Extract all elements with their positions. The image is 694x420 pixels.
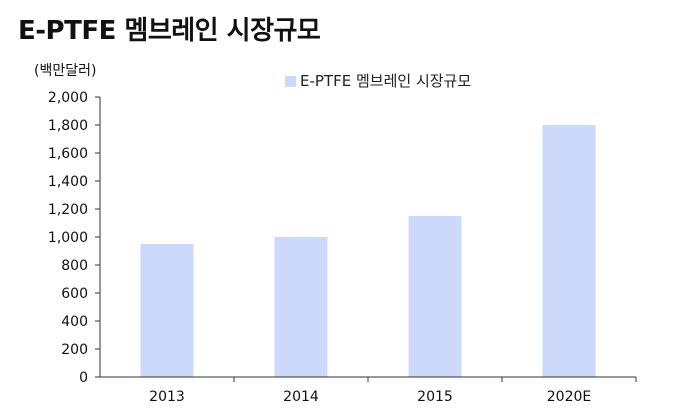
y-tick-label: 400 <box>61 314 88 330</box>
x-tick-label: 2013 <box>149 389 185 405</box>
legend-label: E-PTFE 멤브레인 시장규모 <box>300 72 471 90</box>
x-tick-label: 2015 <box>417 389 453 405</box>
y-tick-label: 2,000 <box>48 90 88 106</box>
y-tick-label: 800 <box>61 258 88 274</box>
bar-2020E <box>542 125 596 377</box>
legend-swatch <box>285 76 296 87</box>
x-tick-label: 2020E <box>547 389 591 405</box>
bar-2014 <box>274 237 328 377</box>
bar-2015 <box>408 216 462 377</box>
legend: E-PTFE 멤브레인 시장규모 <box>285 72 471 90</box>
x-tick-label: 2014 <box>283 389 319 405</box>
bar-2013 <box>140 244 194 377</box>
y-tick-label: 200 <box>61 342 88 358</box>
chart-title: E-PTFE 멤브레인 시장규모 <box>18 16 321 46</box>
y-tick-label: 0 <box>79 370 88 386</box>
y-tick-label: 1,000 <box>48 230 88 246</box>
y-tick-label: 1,600 <box>48 146 88 162</box>
y-axis-unit-label: (백만달러) <box>34 63 97 79</box>
y-tick-label: 1,800 <box>48 118 88 134</box>
y-tick-label: 1,400 <box>48 174 88 190</box>
y-tick-label: 600 <box>61 286 88 302</box>
y-tick-label: 1,200 <box>48 202 88 218</box>
